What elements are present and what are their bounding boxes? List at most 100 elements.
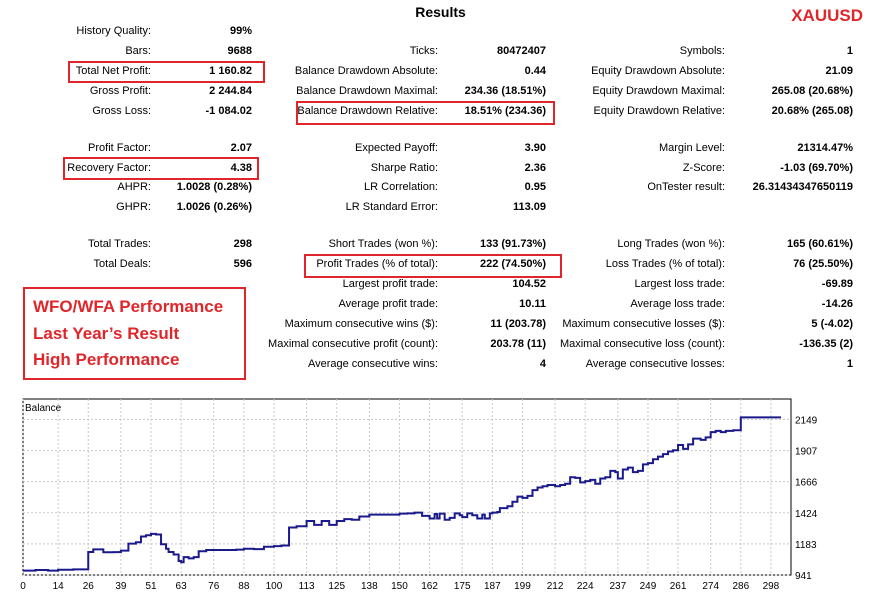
col1-label-2: Total Net Profit: bbox=[75, 65, 151, 77]
col2-label-2: Balance Drawdown Maximal: bbox=[296, 85, 438, 97]
col2-value-9: 222 (74.50%) bbox=[479, 258, 546, 270]
col3-value-10: -14.26 bbox=[821, 298, 853, 310]
col1-value-4: -1 084.02 bbox=[205, 105, 252, 117]
x-tick-label: 51 bbox=[145, 581, 157, 592]
col1-value-9: 298 bbox=[233, 238, 252, 250]
col3-value-6: 26.31434347650119 bbox=[752, 181, 853, 193]
highlight-recovery-factor bbox=[63, 157, 259, 180]
col1-label-9: Total Trades: bbox=[88, 238, 151, 250]
col1-value-1: 9688 bbox=[227, 45, 252, 57]
performance-callout: WFO/WFA Performance Last Year’s Result H… bbox=[23, 287, 246, 380]
col3-label-11: Maximum consecutive losses ($): bbox=[562, 318, 725, 330]
chart-title: Balance bbox=[25, 403, 62, 414]
col3-label-9: Largest loss trade: bbox=[634, 278, 726, 290]
col1-label-7: AHPR: bbox=[117, 181, 151, 193]
col1-label-5: Profit Factor: bbox=[88, 142, 151, 154]
col3-value-3: 20.68% (265.08) bbox=[771, 105, 853, 117]
col1-label-8: GHPR: bbox=[116, 201, 151, 213]
col2-value-11: 10.11 bbox=[519, 298, 546, 310]
col2-label-0: Ticks: bbox=[409, 45, 438, 57]
col2-label-9: Profit Trades (% of total): bbox=[316, 258, 438, 270]
x-tick-label: 162 bbox=[421, 581, 438, 592]
x-tick-label: 113 bbox=[299, 581, 315, 592]
col2-label-10: Largest profit trade: bbox=[342, 278, 438, 290]
col3-label-2: Equity Drawdown Maximal: bbox=[592, 85, 725, 97]
highlight-profit-trades bbox=[304, 254, 562, 278]
highlight-total-net-profit bbox=[68, 61, 265, 83]
col2-label-5: Sharpe Ratio: bbox=[370, 162, 438, 174]
y-tick-label: 1907 bbox=[795, 447, 818, 458]
callout-line-1: WFO/WFA Performance bbox=[33, 297, 224, 316]
col2-label-12: Maximum consecutive wins ($): bbox=[284, 318, 438, 330]
col2-value-8: 133 (91.73%) bbox=[479, 238, 546, 250]
y-tick-label: 1424 bbox=[795, 509, 818, 520]
col1-label-1: Bars: bbox=[125, 45, 151, 57]
col1-label-4: Gross Loss: bbox=[92, 105, 151, 117]
col2-label-13: Maximal consecutive profit (count): bbox=[268, 338, 438, 350]
col2-label-7: LR Standard Error: bbox=[345, 201, 438, 213]
col3-label-6: OnTester result: bbox=[647, 181, 725, 193]
y-tick-label: 2149 bbox=[795, 415, 818, 426]
y-tick-label: 941 bbox=[795, 571, 812, 582]
col3-label-0: Symbols: bbox=[679, 45, 725, 57]
col3-label-8: Loss Trades (% of total): bbox=[605, 258, 725, 270]
col2-value-14: 4 bbox=[539, 358, 546, 370]
col3-label-1: Equity Drawdown Absolute: bbox=[591, 65, 725, 77]
col2-value-2: 234.36 (18.51%) bbox=[464, 85, 546, 97]
col2-label-4: Expected Payoff: bbox=[355, 142, 438, 154]
balance-line bbox=[23, 416, 781, 572]
chart-frame bbox=[22, 398, 792, 576]
col3-value-0: 1 bbox=[846, 45, 853, 57]
col3-value-5: -1.03 (69.70%) bbox=[780, 162, 853, 174]
x-tick-label: 274 bbox=[702, 581, 719, 592]
col2-label-8: Short Trades (won %): bbox=[328, 238, 438, 250]
x-tick-label: 261 bbox=[670, 581, 687, 592]
col3-label-7: Long Trades (won %): bbox=[617, 238, 725, 250]
x-tick-label: 100 bbox=[266, 581, 283, 592]
x-tick-label: 298 bbox=[763, 581, 780, 592]
balance-chart: 0 14 26 39 51 63 76 88 100 113 125 138 150 162 175 187 1… bbox=[20, 398, 818, 592]
col2-value-3: 18.51% (234.36) bbox=[464, 105, 546, 117]
col3-label-4: Margin Level: bbox=[658, 142, 725, 154]
x-tick-label: 212 bbox=[547, 581, 564, 592]
col2-value-7: 113.09 bbox=[512, 201, 546, 213]
col3-label-10: Average loss trade: bbox=[630, 298, 725, 310]
col1-value-7: 1.0028 (0.28%) bbox=[176, 181, 252, 193]
highlight-balance-drawdown-relative bbox=[296, 101, 555, 125]
col1-value-5: 2.07 bbox=[230, 142, 252, 154]
col1-value-10: 596 bbox=[233, 258, 252, 270]
callout-line-2: Last Year’s Result bbox=[33, 323, 180, 343]
x-tick-label: 14 bbox=[53, 581, 65, 592]
col3-label-5: Z-Score: bbox=[682, 162, 725, 174]
col2-value-1: 0.44 bbox=[524, 65, 546, 77]
x-tick-label: 26 bbox=[83, 581, 95, 592]
col2-value-4: 3.90 bbox=[524, 142, 546, 154]
col1-value-6: 4.38 bbox=[230, 162, 252, 174]
report-title: Results bbox=[415, 4, 466, 20]
col3-label-3: Equity Drawdown Relative: bbox=[593, 105, 725, 117]
y-tick-label: 1183 bbox=[795, 540, 817, 551]
col1-value-2: 1 160.82 bbox=[209, 65, 252, 77]
col3-value-13: 1 bbox=[846, 358, 853, 370]
col1-label-0: History Quality: bbox=[76, 25, 151, 37]
col3-label-12: Maximal consecutive loss (count): bbox=[559, 338, 725, 350]
symbol-badge: XAUUSD bbox=[791, 6, 863, 25]
x-tick-label: 224 bbox=[577, 581, 594, 592]
col2-label-14: Average consecutive wins: bbox=[307, 358, 438, 370]
col1-label-3: Gross Profit: bbox=[89, 85, 151, 97]
col1-value-0: 99% bbox=[229, 25, 252, 37]
col2-label-3: Balance Drawdown Relative: bbox=[297, 105, 438, 117]
x-tick-label: 39 bbox=[115, 581, 127, 592]
x-tick-label: 249 bbox=[640, 581, 657, 592]
col2-value-5: 2.36 bbox=[524, 162, 546, 174]
x-tick-label: 286 bbox=[732, 581, 749, 592]
x-tick-label: 187 bbox=[484, 581, 501, 592]
col2-label-1: Balance Drawdown Absolute: bbox=[294, 65, 438, 77]
col2-value-13: 203.78 (11) bbox=[490, 338, 546, 350]
col2-value-6: 0.95 bbox=[524, 181, 546, 193]
x-tick-label: 237 bbox=[609, 581, 626, 592]
col3-value-11: 5 (-4.02) bbox=[811, 318, 853, 330]
col1-label-6: Recovery Factor: bbox=[67, 162, 151, 174]
col2-label-6: LR Correlation: bbox=[364, 181, 438, 193]
col2-value-12: 11 (203.78) bbox=[490, 318, 546, 330]
